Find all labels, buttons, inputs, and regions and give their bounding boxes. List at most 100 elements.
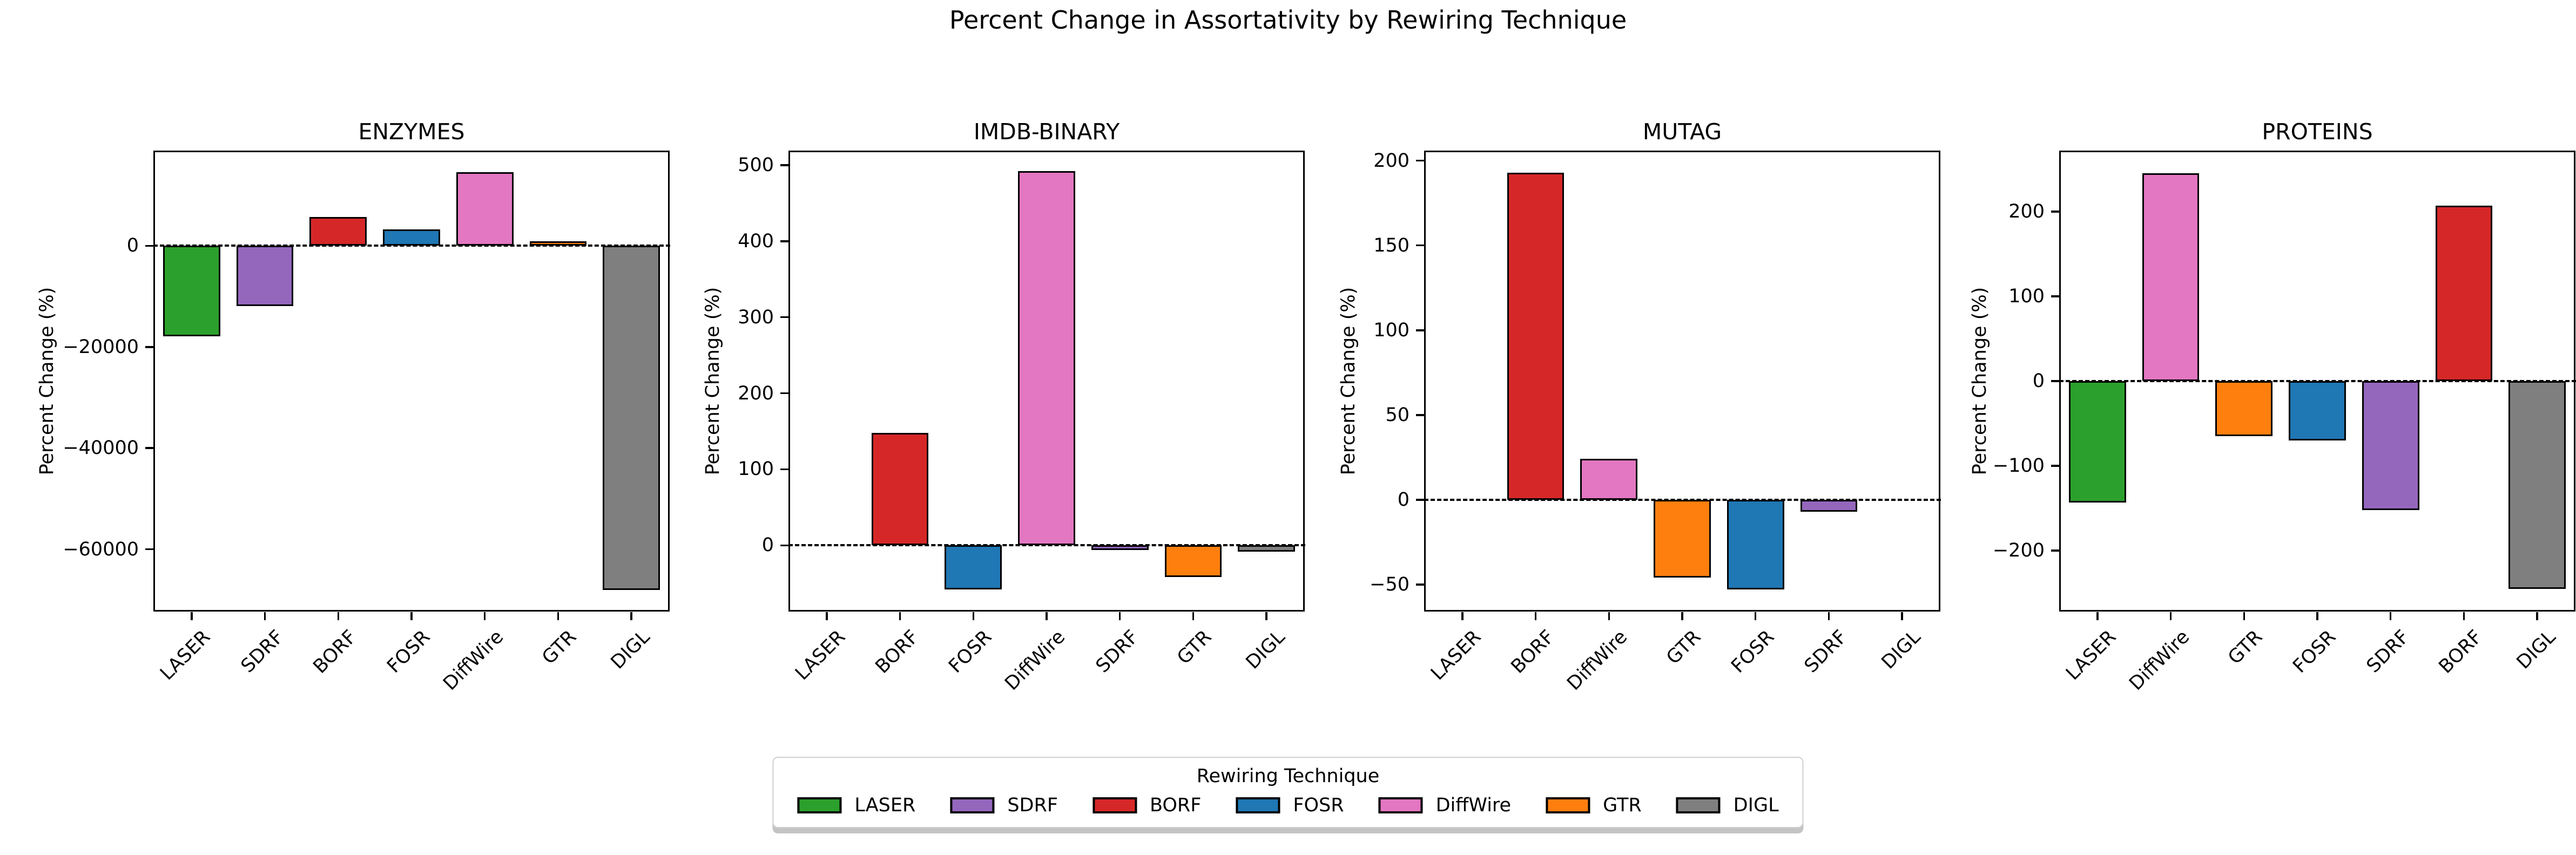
- x-tick-mark: [2316, 612, 2318, 620]
- legend-item-FOSR: FOSR: [1236, 795, 1344, 816]
- x-tick-label-GTR: GTR: [538, 626, 581, 669]
- bar-SDRF: [1800, 499, 1858, 512]
- x-tick-label-FOSR: FOSR: [2289, 626, 2341, 677]
- y-tick-mark: [2051, 549, 2059, 552]
- bar-FOSR: [1727, 499, 1784, 590]
- bar-GTR: [1654, 499, 1711, 578]
- x-tick-mark: [2096, 612, 2099, 620]
- x-tick-mark: [826, 612, 828, 620]
- y-tick-label: 500: [738, 154, 774, 176]
- x-tick-label-DIGL: DIGL: [606, 626, 655, 674]
- legend-swatch-DiffWire: [1378, 797, 1423, 813]
- x-tick-label-DiffWire: DiffWire: [2125, 626, 2194, 695]
- x-tick-label-SDRF: SDRF: [1800, 626, 1852, 677]
- y-tick-label: −20000: [63, 336, 139, 358]
- y-tick-label: 100: [2008, 285, 2045, 307]
- bar-SDRF: [1091, 545, 1149, 550]
- y-tick-mark: [1416, 414, 1424, 416]
- x-tick-mark: [630, 612, 632, 620]
- x-tick-mark: [1461, 612, 1464, 620]
- y-tick-label: −50: [1370, 573, 1410, 595]
- y-tick-label: −40000: [63, 437, 139, 459]
- x-tick-label-FOSR: FOSR: [945, 626, 996, 677]
- bar-DIGL: [1238, 545, 1296, 552]
- legend: Rewiring Technique LASER SDRF BORF FOSR Diff…: [772, 757, 1804, 828]
- x-tick-label-GTR: GTR: [1662, 626, 1705, 669]
- legend-label: LASER: [854, 795, 916, 816]
- y-tick-mark: [1416, 329, 1424, 331]
- x-tick-mark: [337, 612, 340, 620]
- x-tick-mark: [2463, 612, 2465, 620]
- bar-BORF: [2435, 205, 2493, 381]
- legend-item-DiffWire: DiffWire: [1378, 795, 1511, 816]
- y-tick-mark: [2051, 465, 2059, 467]
- subplot-proteins: PROTEINS Percent Change (%) 200 100 0 −100 −20…: [1969, 119, 2576, 695]
- x-tick-label-LASER: LASER: [2062, 626, 2121, 685]
- legend-item-BORF: BORF: [1092, 795, 1202, 816]
- zero-reference-line: [788, 544, 1305, 547]
- legend-row: LASER SDRF BORF FOSR DiffWire GTR DIGL: [797, 795, 1779, 816]
- x-tick-label-BORF: BORF: [871, 626, 923, 678]
- x-tick-label-LASER: LASER: [791, 626, 850, 685]
- y-tick-label: 400: [738, 230, 774, 252]
- x-tick-label-LASER: LASER: [156, 626, 215, 685]
- x-tick-label-SDRF: SDRF: [1091, 626, 1143, 677]
- legend-swatch-SDRF: [950, 797, 995, 813]
- bar-FOSR: [2289, 381, 2346, 440]
- y-tick-label: 200: [1373, 150, 1410, 172]
- bar-GTR: [2215, 381, 2273, 437]
- bar-LASER: [2068, 381, 2126, 503]
- legend-swatch-LASER: [797, 797, 842, 813]
- bar-DiffWire: [2142, 173, 2200, 381]
- x-tick-label-GTR: GTR: [1173, 626, 1216, 669]
- x-tick-mark: [1534, 612, 1537, 620]
- x-tick-mark: [1265, 612, 1267, 620]
- legend-label: BORF: [1149, 795, 1202, 816]
- y-tick-mark: [2051, 295, 2059, 297]
- legend-swatch-DIGL: [1676, 797, 1721, 813]
- y-axis-label: Percent Change (%): [1969, 287, 1991, 476]
- x-tick-mark: [1901, 612, 1903, 620]
- x-tick-label-SDRF: SDRF: [237, 626, 288, 677]
- y-tick-mark: [145, 245, 153, 247]
- bar-GTR: [529, 241, 587, 246]
- x-tick-mark: [2243, 612, 2245, 620]
- y-tick-mark: [1416, 499, 1424, 501]
- y-tick-mark: [145, 447, 153, 449]
- bar-DIGL: [2508, 381, 2566, 589]
- y-tick-mark: [1416, 244, 1424, 247]
- bar-BORF: [1507, 172, 1565, 500]
- x-tick-mark: [191, 612, 193, 620]
- x-tick-mark: [1754, 612, 1757, 620]
- x-tick-mark: [972, 612, 975, 620]
- y-tick-label: −200: [1992, 540, 2045, 562]
- subplot-enzymes: ENZYMES Percent Change (%) 0 −20000 −40000 −6…: [36, 119, 670, 695]
- subplot-mutag: MUTAG Percent Change (%) 200 150 100 50 0 −50 LA…: [1338, 119, 1941, 695]
- y-tick-mark: [780, 164, 788, 166]
- y-tick-label: 0: [761, 534, 774, 557]
- bar-SDRF: [2362, 381, 2419, 510]
- y-axis-label: Percent Change (%): [36, 287, 58, 476]
- y-tick-label: 100: [738, 458, 774, 480]
- bar-DiffWire: [456, 172, 514, 246]
- y-tick-mark: [780, 240, 788, 242]
- x-tick-mark: [410, 612, 413, 620]
- y-tick-mark: [780, 468, 788, 471]
- y-tick-label: −60000: [63, 538, 139, 560]
- x-tick-label-DiffWire: DiffWire: [1563, 626, 1632, 695]
- y-axis-label: Percent Change (%): [1338, 287, 1359, 476]
- x-tick-label-DiffWire: DiffWire: [1001, 626, 1070, 695]
- legend-title: Rewiring Technique: [1196, 765, 1380, 787]
- y-tick-label: 50: [1385, 404, 1410, 426]
- y-tick-label: 300: [738, 306, 774, 328]
- y-tick-label: 0: [2032, 370, 2045, 392]
- y-tick-mark: [780, 316, 788, 318]
- bar-FOSR: [383, 229, 440, 246]
- bar-DiffWire: [1018, 171, 1075, 546]
- x-tick-mark: [2536, 612, 2538, 620]
- subplot-imdb-binary: IMDB-BINARY Percent Change (%) 500 400 300 20…: [702, 119, 1305, 695]
- x-tick-label-DIGL: DIGL: [1242, 626, 1290, 674]
- x-tick-mark: [2389, 612, 2392, 620]
- x-tick-mark: [1608, 612, 1610, 620]
